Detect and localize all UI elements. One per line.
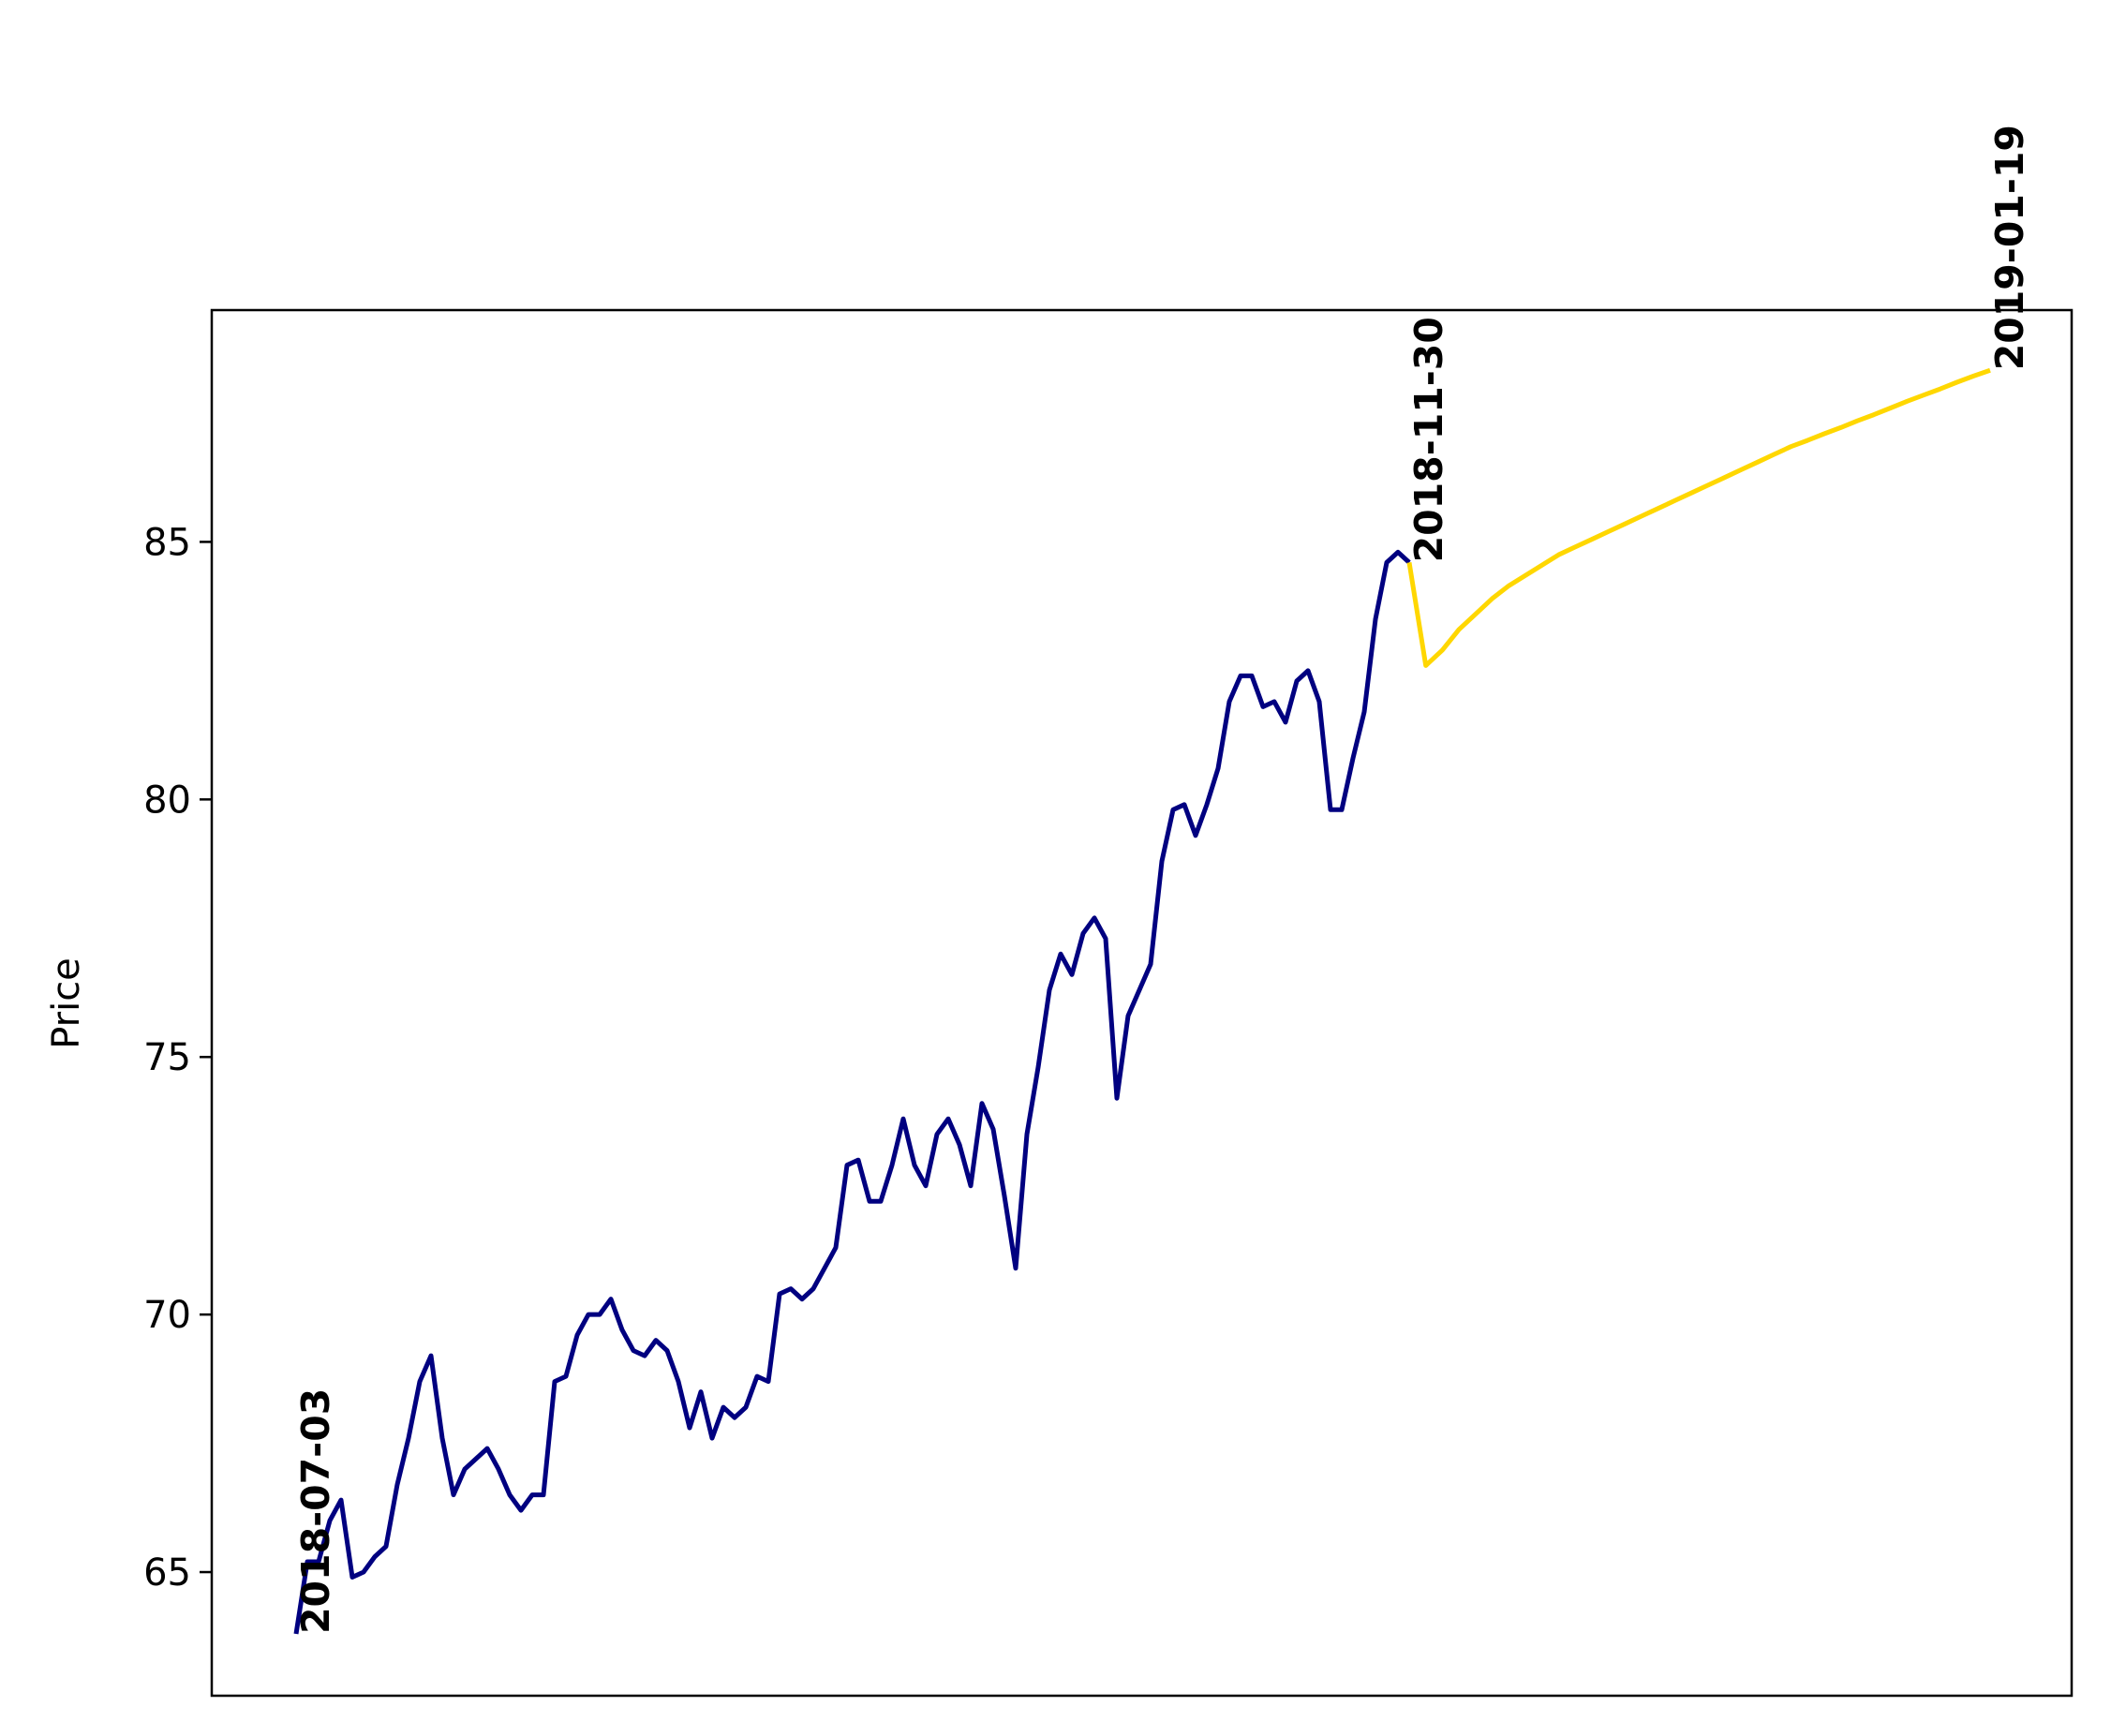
- series-group: [293, 367, 1991, 1635]
- history-line: [293, 549, 1411, 1635]
- date-annotation: 2019-01-19: [1987, 125, 2032, 370]
- date-annotation: 2018-07-03: [293, 1388, 338, 1634]
- y-tick-label: 70: [143, 1294, 191, 1337]
- forecast-line: [1406, 367, 1991, 668]
- y-tick-label: 85: [143, 521, 191, 564]
- plot-frame: [210, 308, 2074, 1698]
- y-axis-label: Price: [45, 957, 88, 1049]
- y-tick-label: 80: [143, 779, 191, 822]
- y-tick-label: 65: [143, 1551, 191, 1595]
- y-tick-label: 75: [143, 1036, 191, 1079]
- date-annotation: 2018-11-30: [1406, 317, 1451, 562]
- annotations: 2018-07-03 2018-11-30 2019-01-19: [293, 125, 2032, 1634]
- y-ticks: 65 70 75 80 85: [143, 521, 212, 1595]
